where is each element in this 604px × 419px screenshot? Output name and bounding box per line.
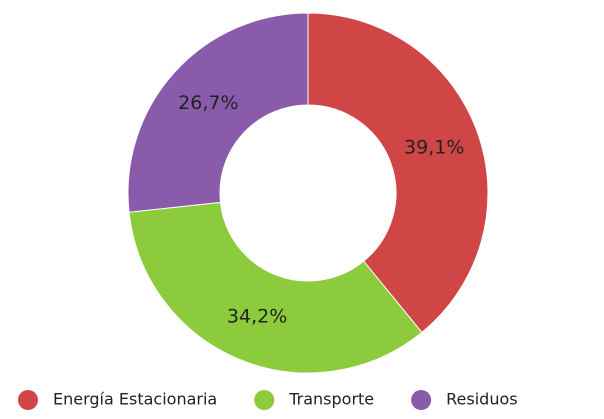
slice — [128, 201, 423, 374]
legend-text: Transporte — [288, 390, 374, 409]
legend-marker — [411, 390, 432, 410]
slice-label: 34,2% — [227, 305, 287, 327]
slice-label: 26,7% — [178, 92, 238, 114]
slice — [307, 12, 489, 334]
legend-text: Energía Estacionaria — [53, 390, 217, 409]
legend-text: Residuos — [446, 390, 517, 409]
slice — [127, 12, 309, 213]
legend-marker — [254, 390, 275, 410]
slice-label: 39,1% — [404, 137, 464, 159]
legend-marker — [18, 390, 38, 410]
